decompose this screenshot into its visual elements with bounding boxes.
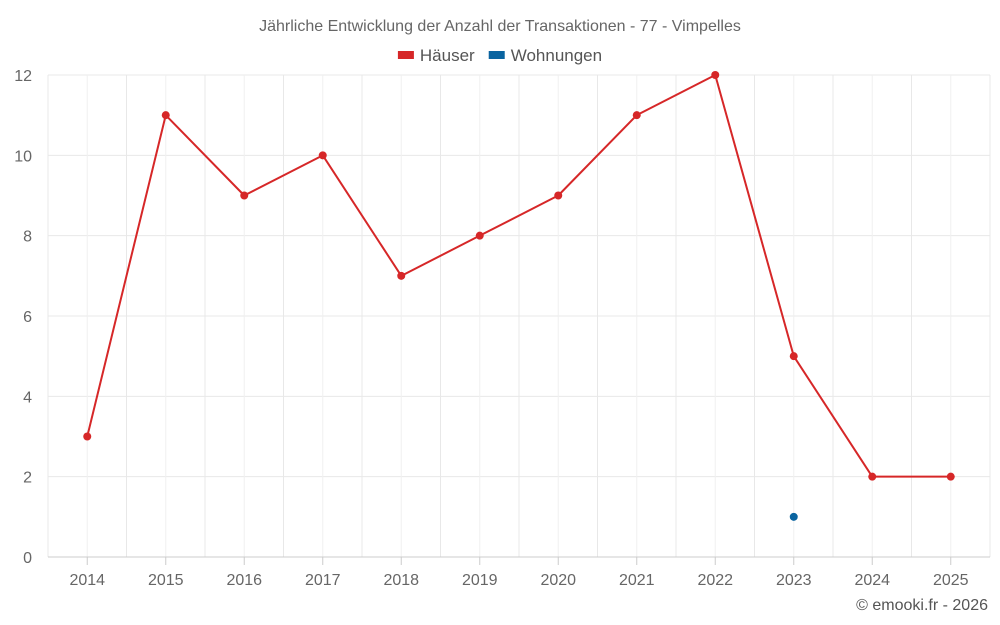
x-tick-label: 2021 [619, 572, 655, 589]
y-tick-label: 2 [23, 470, 32, 487]
y-tick-label: 10 [14, 148, 32, 165]
y-tick-label: 12 [14, 68, 32, 85]
y-tick-label: 0 [23, 550, 32, 567]
legend-label: Häuser [420, 46, 475, 65]
data-point[interactable] [868, 472, 877, 481]
y-tick-label: 6 [23, 309, 32, 326]
x-tick-label: 2023 [776, 572, 812, 589]
data-point[interactable] [554, 191, 563, 200]
data-point[interactable] [240, 191, 249, 200]
data-point[interactable] [789, 352, 798, 361]
data-point[interactable] [83, 432, 92, 441]
data-point[interactable] [946, 472, 955, 481]
series-group [83, 71, 955, 521]
data-point[interactable] [632, 111, 641, 120]
chart-title: Jährliche Entwicklung der Anzahl der Tra… [259, 18, 741, 35]
credit-text: © emooki.fr - 2026 [856, 597, 988, 614]
data-point[interactable] [318, 151, 327, 160]
x-tick-label: 2015 [148, 572, 184, 589]
data-point[interactable] [475, 231, 484, 240]
data-point[interactable] [789, 512, 798, 521]
x-tick-label: 2020 [540, 572, 576, 589]
legend-swatch [488, 51, 505, 59]
y-tick-label: 4 [23, 389, 32, 406]
x-tick-label: 2024 [854, 572, 890, 589]
legend-swatch [397, 51, 414, 59]
x-tick-label: 2017 [305, 572, 341, 589]
grid [47, 74, 991, 558]
series-line-0 [86, 74, 951, 478]
x-tick-label: 2014 [69, 572, 105, 589]
y-tick-label: 8 [23, 229, 32, 246]
x-axis: 2014 2015 2016 2017 2018 2019 2020 2021 2022 2023… [48, 556, 990, 589]
x-tick-label: 2025 [933, 572, 969, 589]
x-tick-label: 2016 [226, 572, 262, 589]
data-point[interactable] [711, 71, 720, 79]
data-point[interactable] [161, 111, 170, 120]
x-tick-label: 2022 [697, 572, 733, 589]
y-axis: 0 2 4 6 8 10 12 [14, 68, 32, 567]
data-point[interactable] [397, 271, 406, 280]
legend-label: Wohnungen [511, 46, 602, 65]
x-tick-label: 2019 [462, 572, 498, 589]
legend: Häuser Wohnungen [397, 46, 602, 65]
x-tick-label: 2018 [383, 572, 419, 589]
